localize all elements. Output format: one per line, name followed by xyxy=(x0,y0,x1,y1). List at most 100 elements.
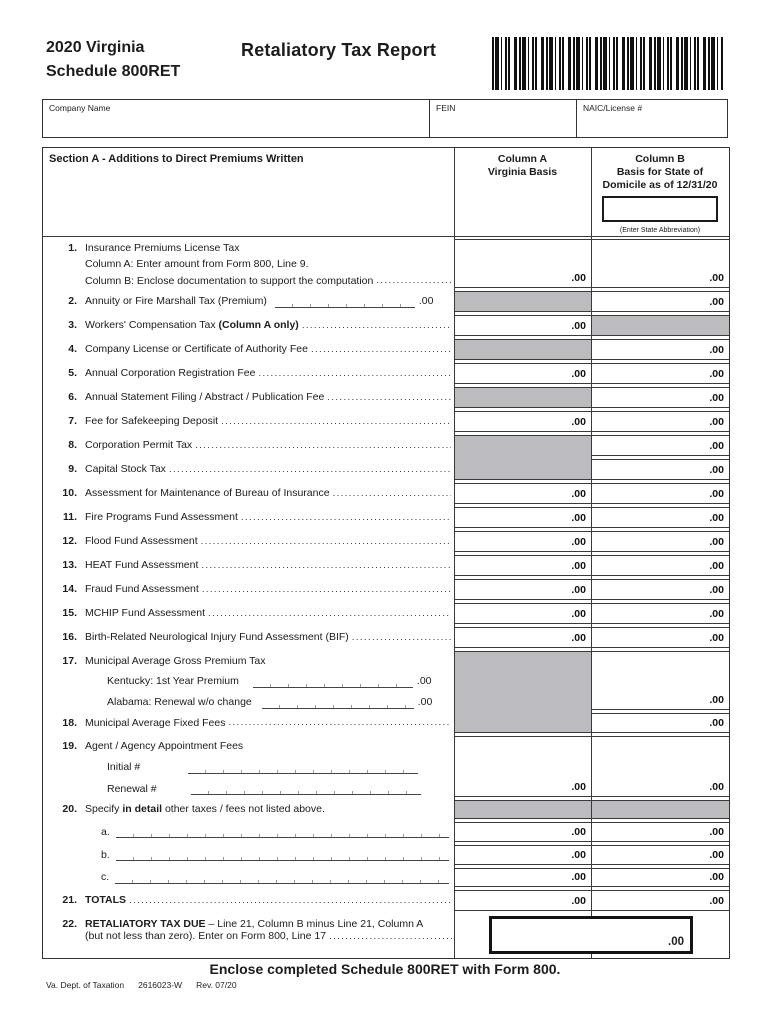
line-13-desc: 13. HEAT Fund Assessment ...............… xyxy=(62,559,451,571)
line-16-col-a-amount[interactable]: .00 xyxy=(454,626,591,648)
line-8-col-b-amount[interactable]: .00 xyxy=(591,434,729,456)
line-14-col-a-amount[interactable]: .00 xyxy=(454,578,591,600)
line-14-desc: 14. Fraud Fund Assessment ..............… xyxy=(62,583,451,595)
retaliatory-tax-due-box[interactable]: .00 xyxy=(489,916,693,954)
line-19-col-a-amount[interactable]: .00 xyxy=(454,735,591,797)
dot-leader: ........................................… xyxy=(200,535,451,547)
line-1-col-a-amount[interactable]: .00 xyxy=(454,238,591,288)
line-13-col-a-amount[interactable]: .00 xyxy=(454,554,591,576)
line-17-kentucky-fill-in[interactable] xyxy=(252,674,413,688)
line-8-9-col-a-shaded xyxy=(454,434,591,480)
dot-leader: ........................................… xyxy=(195,439,451,451)
line-11-col-b-amount[interactable]: .00 xyxy=(591,506,729,528)
section-a-table: Section A - Additions to Direct Premiums… xyxy=(42,147,730,959)
revision-date: Rev. 07/20 xyxy=(196,980,237,990)
dot-leader: ........................................… xyxy=(168,463,451,475)
line-20b-col-a-amount[interactable]: .00 xyxy=(454,844,591,865)
line-12-col-a-amount[interactable]: .00 xyxy=(454,530,591,552)
form-number: 2616023-W xyxy=(138,980,183,990)
form-identifier: 2020 Virginia Schedule 800RET xyxy=(46,36,180,84)
line-3-col-a-amount[interactable]: .00 xyxy=(454,314,591,336)
dot-leader: ........................................… xyxy=(221,415,451,427)
form-year: 2020 Virginia xyxy=(46,39,145,56)
line-19-initial-fill-in[interactable] xyxy=(188,760,419,774)
line-20c-col-a-amount[interactable]: .00 xyxy=(454,867,591,887)
line-19-renewal-fill-in[interactable] xyxy=(190,782,421,796)
line-20a-desc: a. xyxy=(43,820,454,843)
line-5-col-a-amount[interactable]: .00 xyxy=(454,362,591,384)
line-1-col-b-amount[interactable]: .00 xyxy=(591,238,729,288)
line-17-col-b-amount[interactable]: .00 xyxy=(591,650,729,710)
line-17-alabama-fill-in[interactable] xyxy=(261,695,414,709)
line-11-desc: 11. Fire Programs Fund Assessment ......… xyxy=(62,511,451,523)
fein-field[interactable]: FEIN xyxy=(429,100,576,137)
line-5-desc: 5. Annual Corporation Registration Fee .… xyxy=(43,361,454,385)
dot-leader: ........................................… xyxy=(376,275,451,287)
line-2-desc: 2. Annuity or Fire Marshall Tax (Premium… xyxy=(68,294,434,308)
form-title: Retaliatory Tax Report xyxy=(241,40,437,60)
line-1-desc: 1. Insurance Premiums License Tax Column … xyxy=(68,242,451,287)
dot-leader: ........................................… xyxy=(129,894,451,906)
naic-license-field[interactable]: NAIC/License # xyxy=(576,100,729,137)
line-3-desc: 3. Workers' Compensation Tax (Column A o… xyxy=(68,319,451,331)
form-tagline: Va. Dept. of Taxation 2616023-W Rev. 07/20 xyxy=(46,980,251,990)
line-20a-col-a-amount[interactable]: .00 xyxy=(454,821,591,842)
dot-leader: ........................................… xyxy=(240,511,451,523)
line-14-col-b-amount[interactable]: .00 xyxy=(591,578,729,600)
line-13-col-b-amount[interactable]: .00 xyxy=(591,554,729,576)
line-19-desc: 19. Agent / Agency Appointment Fees Initi… xyxy=(43,734,454,798)
line-12-desc: 12. Flood Fund Assessment ..............… xyxy=(62,535,451,547)
line-7-col-a-amount[interactable]: .00 xyxy=(454,410,591,432)
enclose-note: Enclose completed Schedule 800RET with F… xyxy=(209,961,561,977)
dot-leader: ........................................… xyxy=(327,391,451,403)
line-10-col-b-amount[interactable]: .00 xyxy=(591,482,729,504)
line-5-col-b-amount[interactable]: .00 xyxy=(591,362,729,384)
form-schedule-number: Schedule 800RET xyxy=(46,63,181,80)
line-4-desc: 4. Company License or Certificate of Aut… xyxy=(43,337,454,361)
line-20a-col-b-amount[interactable]: .00 xyxy=(591,821,729,842)
line-22-desc: 22. RETALIATORY TAX DUE – Line 21, Colum… xyxy=(62,918,454,942)
line-6-col-a-shaded xyxy=(454,386,591,408)
line-20a-fill-in[interactable] xyxy=(115,825,449,838)
line-20b-col-b-amount[interactable]: .00 xyxy=(591,844,729,865)
line-20b-fill-in[interactable] xyxy=(115,848,449,861)
line-7-col-b-amount[interactable]: .00 xyxy=(591,410,729,432)
dot-leader: ........................................… xyxy=(310,343,451,355)
dot-leader: ........................................… xyxy=(301,319,451,331)
line-11-col-a-amount[interactable]: .00 xyxy=(454,506,591,528)
line-10-col-a-amount[interactable]: .00 xyxy=(454,482,591,504)
line-16-col-b-amount[interactable]: .00 xyxy=(591,626,729,648)
line-9-col-b-amount[interactable]: .00 xyxy=(591,458,729,480)
line-17-desc: 17. Municipal Average Gross Premium Tax K… xyxy=(62,655,433,709)
dot-leader: ........................................… xyxy=(201,559,451,571)
dot-leader: ........................................… xyxy=(258,367,451,379)
line-20c-fill-in[interactable] xyxy=(115,870,449,884)
line-20c-col-b-amount[interactable]: .00 xyxy=(591,867,729,887)
section-a-title: Section A - Additions to Direct Premiums… xyxy=(49,153,304,165)
line-15-desc: 15. MCHIP Fund Assessment ..............… xyxy=(62,607,451,619)
line-6-col-b-amount[interactable]: .00 xyxy=(591,386,729,408)
table-header: Section A - Additions to Direct Premiums… xyxy=(43,148,729,237)
line-21-col-a-total[interactable]: .00 xyxy=(454,889,591,911)
line-4-col-b-amount[interactable]: .00 xyxy=(591,338,729,360)
column-a-divider xyxy=(454,148,455,958)
state-abbreviation-box[interactable] xyxy=(602,196,718,222)
line-15-col-b-amount[interactable]: .00 xyxy=(591,602,729,624)
line-16-desc: 16. Birth-Related Neurological Injury Fu… xyxy=(43,625,454,649)
line-21-desc: 21. TOTALS .............................… xyxy=(62,894,451,906)
line-20-desc: 20. Specify in detail other taxes / fees… xyxy=(62,803,325,815)
line-8-desc: 8. Corporation Permit Tax ..............… xyxy=(68,439,451,451)
state-abbreviation-caption: (Enter State Abbreviation) xyxy=(619,227,701,234)
line-15-col-a-amount[interactable]: .00 xyxy=(454,602,591,624)
line-2-col-b-amount[interactable]: .00 xyxy=(591,290,729,312)
line-18-col-b-amount[interactable]: .00 xyxy=(591,712,729,733)
column-a-header: Column A Virginia Basis xyxy=(487,153,558,178)
agency-name: Va. Dept. of Taxation xyxy=(46,980,125,990)
line-19-col-b-amount[interactable]: .00 xyxy=(591,735,729,797)
barcode xyxy=(492,37,723,90)
line-2-fill-in[interactable] xyxy=(274,294,415,308)
company-name-field[interactable]: Company Name xyxy=(49,103,111,113)
line-21-col-b-total[interactable]: .00 xyxy=(591,889,729,911)
line-12-col-b-amount[interactable]: .00 xyxy=(591,530,729,552)
line-20b-desc: b. xyxy=(43,843,454,866)
